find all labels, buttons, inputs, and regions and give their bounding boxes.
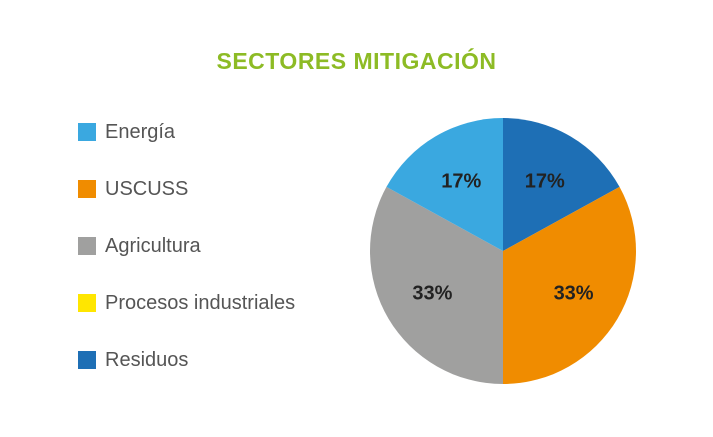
legend-item-energia: Energía <box>78 118 295 146</box>
slice-label-residuos: 17% <box>525 170 565 192</box>
slice-label-energia: 17% <box>441 170 481 192</box>
legend-swatch-procesos-industriales <box>78 294 96 312</box>
legend-label-agricultura: Agricultura <box>105 234 201 257</box>
legend: Energía USCUSS Agricultura Procesos indu… <box>78 118 295 403</box>
slice-label-uscuss: 33% <box>554 283 594 305</box>
slice-label-agricultura: 33% <box>412 283 452 305</box>
legend-label-energia: Energía <box>105 120 176 143</box>
legend-label-residuos: Residuos <box>105 348 189 371</box>
pie-slice-agricultura <box>370 186 503 384</box>
pie-slice-uscuss <box>503 186 636 384</box>
legend-item-residuos: Residuos <box>78 346 295 374</box>
legend-item-uscuss: USCUSS <box>78 175 295 203</box>
legend-swatch-energia <box>78 123 96 141</box>
legend-swatch-uscuss <box>78 180 96 198</box>
legend-swatch-agricultura <box>78 237 96 255</box>
legend-label-uscuss: USCUSS <box>105 177 189 200</box>
chart-title: SECTORES MITIGACIÓN <box>216 48 497 74</box>
legend-swatch-residuos <box>78 351 96 369</box>
legend-item-agricultura: Agricultura <box>78 232 295 260</box>
pie-slice-residuos <box>503 118 620 251</box>
pie-slice-energia <box>386 118 503 251</box>
legend-item-procesos-industriales: Procesos industriales <box>78 289 295 317</box>
legend-label-procesos-industriales: Procesos industriales <box>105 291 296 314</box>
